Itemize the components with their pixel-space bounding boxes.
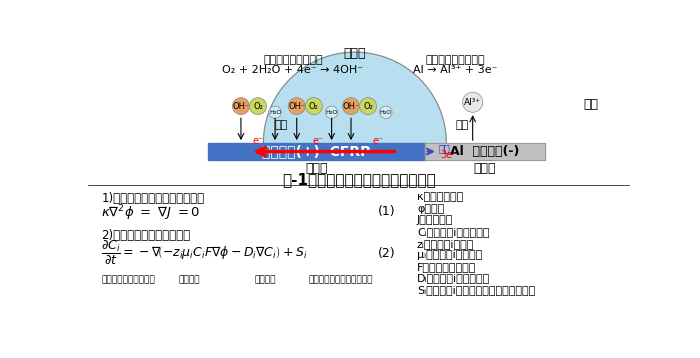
- Text: 3e⁻: 3e⁻: [440, 150, 457, 160]
- Circle shape: [305, 98, 322, 115]
- Text: 電流: 電流: [439, 143, 450, 153]
- Circle shape: [326, 106, 338, 118]
- Circle shape: [249, 98, 267, 115]
- Text: H₂O: H₂O: [379, 110, 392, 115]
- Text: OH⁻: OH⁻: [232, 102, 250, 111]
- Text: μᵢ：イオンiの移動度: μᵢ：イオンiの移動度: [417, 250, 482, 260]
- Text: 図-1　ガルバニック腐食メカニズム: 図-1 ガルバニック腐食メカニズム: [282, 172, 435, 187]
- Text: κ：電気伝導度: κ：電気伝導度: [417, 192, 463, 202]
- Text: イオン濃度の時間変化: イオン濃度の時間変化: [102, 276, 155, 285]
- Bar: [425, 143, 545, 160]
- Text: zᵢ：イオンiの価数: zᵢ：イオンiの価数: [417, 238, 475, 248]
- Text: Al³⁺: Al³⁺: [464, 98, 481, 107]
- Text: φ：電位: φ：電位: [417, 204, 444, 214]
- Text: O₂: O₂: [363, 102, 373, 111]
- Text: 還元: 還元: [274, 120, 288, 130]
- Text: H₂O: H₂O: [269, 110, 281, 115]
- Circle shape: [288, 98, 305, 115]
- Text: カソード(+)  CFRP: カソード(+) CFRP: [262, 145, 370, 159]
- Text: 空気: 空気: [584, 98, 598, 111]
- Circle shape: [269, 106, 281, 118]
- Text: e⁻: e⁻: [372, 136, 384, 146]
- Text: OH⁻: OH⁻: [288, 102, 305, 111]
- Text: カソード側還元反応: カソード側還元反応: [263, 55, 323, 65]
- Text: (1): (1): [378, 205, 395, 218]
- Polygon shape: [263, 52, 447, 143]
- Text: (2): (2): [378, 247, 395, 260]
- Text: 塩水膜: 塩水膜: [344, 47, 366, 60]
- Text: 高電位: 高電位: [305, 162, 328, 175]
- Circle shape: [360, 98, 377, 115]
- Text: 1)電気的中性における電場の式: 1)電気的中性における電場の式: [102, 192, 204, 205]
- Text: アノード側酸化反応: アノード側酸化反応: [426, 55, 485, 65]
- Text: Al  アノード(-): Al アノード(-): [450, 145, 519, 158]
- Bar: [425, 143, 545, 160]
- Text: J：電流密度: J：電流密度: [417, 216, 454, 226]
- Text: 化学反応によるイオン生成: 化学反応によるイオン生成: [309, 276, 373, 285]
- Text: 酸化: 酸化: [455, 120, 468, 130]
- Circle shape: [379, 106, 392, 118]
- Text: $\dfrac{\partial C_i}{\partial t} = -\nabla\!\left(-z_i\mu_i C_i F\nabla\phi - D: $\dfrac{\partial C_i}{\partial t} = -\na…: [102, 239, 308, 267]
- Text: F：ファラデー定数: F：ファラデー定数: [417, 262, 476, 272]
- Text: 低電位: 低電位: [473, 162, 496, 175]
- Text: 電気泳動: 電気泳動: [179, 276, 200, 285]
- Text: e⁻: e⁻: [313, 136, 324, 146]
- Text: Cᵢ：イオンiのモル濃度: Cᵢ：イオンiのモル濃度: [417, 227, 489, 237]
- Text: O₂: O₂: [253, 102, 263, 111]
- Circle shape: [463, 92, 483, 112]
- Text: 2)イオン濃度の輸送方程式: 2)イオン濃度の輸送方程式: [102, 229, 190, 242]
- Text: H₂O: H₂O: [326, 110, 337, 115]
- Circle shape: [232, 98, 249, 115]
- Text: Sᵢ：イオンiの化学反応による生成速度: Sᵢ：イオンiの化学反応による生成速度: [417, 285, 535, 295]
- Text: Al → Al³⁺ + 3e⁻: Al → Al³⁺ + 3e⁻: [414, 64, 498, 74]
- Text: e⁻: e⁻: [253, 136, 264, 146]
- Text: Dᵢ：イオンiの拡散係数: Dᵢ：イオンiの拡散係数: [417, 273, 490, 283]
- Circle shape: [342, 98, 360, 115]
- Text: 物質拡散: 物質拡散: [254, 276, 276, 285]
- Bar: [208, 143, 425, 160]
- Text: OH⁻: OH⁻: [342, 102, 360, 111]
- Text: O₂: O₂: [309, 102, 318, 111]
- Text: O₂ + 2H₂O + 4e⁻ → 4OH⁻: O₂ + 2H₂O + 4e⁻ → 4OH⁻: [223, 64, 363, 74]
- Text: $\kappa\nabla^2\phi\ =\ \nabla J\ =0$: $\kappa\nabla^2\phi\ =\ \nabla J\ =0$: [102, 203, 201, 223]
